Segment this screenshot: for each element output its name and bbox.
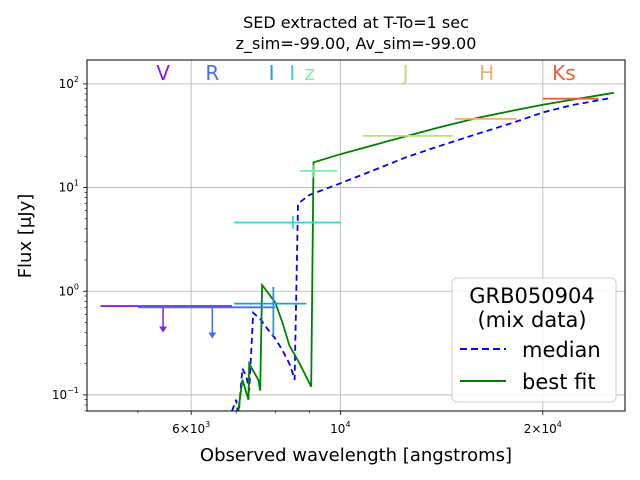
band-label-j: J — [401, 61, 409, 85]
legend-title-line2: (mix data) — [477, 308, 586, 332]
series-median — [231, 97, 611, 411]
legend-title-line1: GRB050904 — [469, 284, 594, 308]
y-axis-ticks: 10−1 100 101 102 — [52, 75, 87, 412]
chart-title-line2: z_sim=-99.00, Av_sim=-99.00 — [236, 34, 477, 54]
y-tick-label: 10−1 — [52, 386, 79, 402]
y-tick-label: 102 — [59, 75, 79, 91]
chart-title-line1: SED extracted at T-To=1 sec — [243, 13, 469, 32]
legend: GRB050904 (mix data) median best fit — [451, 277, 617, 403]
band-label-i: I — [289, 61, 295, 85]
band-label-r: R — [205, 61, 219, 85]
upper-limit-arrow-head — [208, 332, 217, 339]
y-tick-label: 100 — [59, 282, 79, 298]
upper-limit-arrow-head — [159, 326, 168, 333]
legend-median-label: median — [522, 338, 601, 362]
x-axis-ticks: 6×103 104 2×104 — [137, 411, 562, 436]
band-label-z: z — [304, 61, 315, 85]
y-tick-label: 101 — [59, 179, 79, 195]
band-label-v: V — [156, 61, 170, 85]
y-axis-label: Flux [μJy] — [15, 194, 36, 279]
x-tick-label: 6×103 — [172, 420, 210, 436]
series-lines — [231, 91, 614, 411]
x-tick-label: 104 — [330, 420, 350, 436]
series-best-fit — [237, 91, 614, 411]
x-axis-label: Observed wavelength [angstroms] — [200, 445, 512, 466]
band-label-ks: Ks — [552, 61, 576, 85]
legend-bestfit-label: best fit — [522, 370, 596, 394]
band-label-h: H — [479, 61, 494, 85]
grid — [87, 60, 625, 411]
plot-frame — [86, 59, 626, 412]
x-tick-label: 2×104 — [524, 420, 562, 436]
band-label-i: I — [269, 61, 275, 85]
legend-box — [451, 277, 617, 403]
photometry-points — [100, 97, 599, 339]
